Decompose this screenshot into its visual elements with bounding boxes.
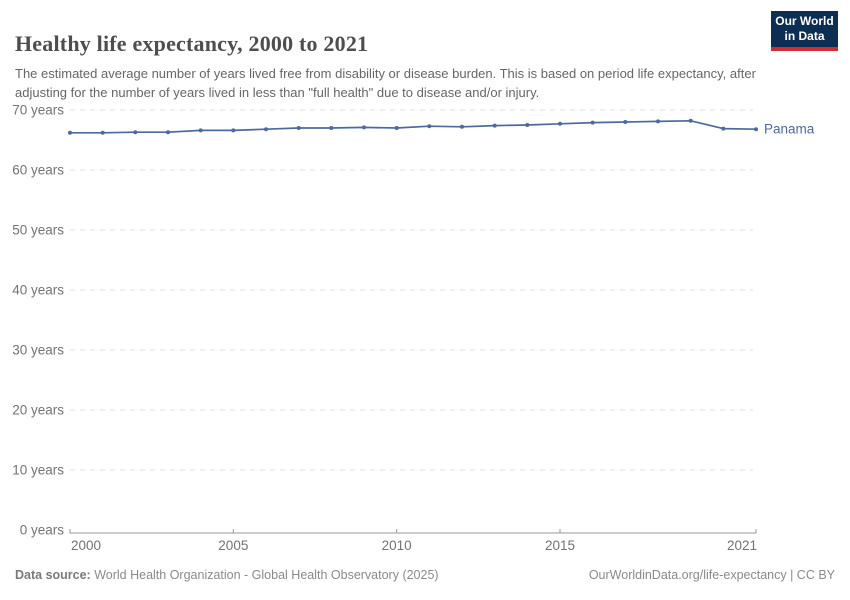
y-axis-label-70: 70 years [12,103,64,118]
data-point-panama-2000[interactable] [68,130,72,135]
y-axis-label-50: 50 years [12,223,64,238]
data-point-panama-2015[interactable] [558,121,562,126]
data-point-panama-2001[interactable] [100,130,105,135]
data-point-panama-2003[interactable] [166,130,170,135]
data-point-panama-2017[interactable] [623,120,628,124]
owid-logo[interactable]: Our World in Data [771,11,838,51]
y-axis-label-30: 30 years [12,343,64,358]
chart-title: Healthy life expectancy, 2000 to 2021 [15,30,369,56]
x-axis-label-2021: 2021 [727,538,757,553]
chart-subtitle: The estimated average number of years li… [15,66,756,100]
data-source-note: Data source: World Health Organization -… [15,568,439,582]
x-axis-label-2010: 2010 [382,538,412,553]
owid-logo-line2: in Data [784,29,825,43]
data-point-panama-2008[interactable] [329,126,334,130]
data-point-panama-2007[interactable] [296,126,301,130]
chart-footer: Data source: World Health Organization -… [15,568,835,582]
x-axis-line [69,529,757,534]
data-point-panama-2005[interactable] [231,128,236,133]
data-point-panama-2013[interactable] [492,123,497,128]
data-point-panama-2019[interactable] [688,118,693,123]
data-point-panama-2020[interactable] [721,126,726,131]
x-axis-label-2005: 2005 [218,538,248,553]
data-point-panama-2014[interactable] [525,123,530,127]
data-point-panama-2006[interactable] [264,127,268,132]
data-point-panama-2002[interactable] [133,130,138,135]
data-point-panama-2012[interactable] [460,124,464,129]
data-point-panama-2011[interactable] [427,124,432,129]
data-source-text: World Health Organization - Global Healt… [90,568,439,582]
y-axis-label-60: 60 years [12,163,64,178]
series-end-label-panama[interactable]: Panama [764,122,815,137]
y-axis-label-20: 20 years [12,403,64,418]
x-axis-label-2000: 2000 [71,538,101,553]
y-axis-label-0: 0 years [20,523,65,538]
data-source-label: Data source: [15,568,91,582]
x-axis-label-2015: 2015 [545,538,575,553]
data-point-panama-2009[interactable] [362,125,366,130]
y-axis-label-40: 40 years [12,283,64,298]
data-point-panama-2010[interactable] [394,126,399,130]
data-point-panama-2018[interactable] [656,119,660,124]
y-axis-label-10: 10 years [12,463,64,478]
owid-license-link[interactable]: OurWorldinData.org/life-expectancy | CC … [588,568,835,582]
owid-logo-line1: Our World [775,14,834,28]
series-line-panama[interactable] [70,119,757,134]
data-point-panama-2016[interactable] [590,120,595,125]
data-point-panama-2004[interactable] [198,128,203,133]
data-point-panama-2021[interactable] [754,127,758,132]
